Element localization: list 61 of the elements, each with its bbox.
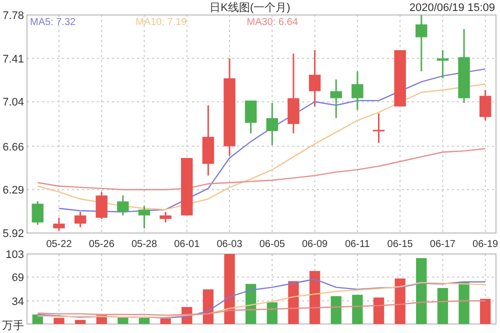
y-tick-label: 34 (12, 296, 24, 308)
x-tick-label: 06-11 (345, 239, 370, 250)
text: MA5: 7.32 (30, 17, 76, 28)
chart-subtitle: 2020/06/19 15:09 (409, 2, 495, 14)
y-tick-label: 5.92 (2, 228, 24, 240)
bar (309, 270, 320, 324)
text: MA10: 7.19 (136, 17, 188, 28)
candlestick (138, 205, 150, 230)
bar (74, 320, 86, 324)
candlestick (416, 14, 428, 72)
bar (330, 296, 342, 324)
y-tick-label: 7.04 (2, 96, 24, 109)
x-tick-label: 05-22 (46, 239, 72, 250)
candlestick (160, 211, 172, 224)
bar (266, 302, 278, 324)
candlestick (266, 102, 278, 146)
candlestick (32, 200, 44, 226)
candlestick (53, 217, 65, 232)
chart-title: 日K线图(一个月) (210, 1, 290, 14)
candlestick (74, 211, 86, 228)
bar (458, 282, 470, 324)
x-tick-label: 06-15 (387, 239, 414, 250)
bar (224, 254, 235, 324)
y-tick-label: 7.41 (2, 53, 24, 66)
y-tick-label: 103 (6, 249, 24, 261)
bar (202, 289, 214, 324)
y-axis-title: 万手 (2, 319, 24, 332)
x-tick-label: 06-17 (430, 239, 456, 250)
text: MA30: 6.64 (246, 17, 298, 28)
y-tick-label: 6.66 (2, 141, 24, 154)
bar (138, 318, 150, 324)
x-tick-label: 05-28 (131, 239, 158, 250)
bar (288, 281, 299, 324)
bar (373, 297, 384, 324)
candlestick (308, 49, 321, 108)
line-series (37, 84, 486, 210)
candlestick (330, 78, 342, 119)
candlestick (244, 100, 257, 134)
line-series (37, 300, 486, 316)
bar (480, 298, 491, 324)
x-tick-label: 06-19 (472, 239, 499, 250)
x-tick-label: 06-05 (259, 239, 286, 250)
candlestick (372, 112, 385, 144)
y-tick-label: 69 (12, 272, 24, 284)
bar (394, 278, 406, 324)
y-tick-label: 6.29 (2, 184, 24, 197)
candlestick (96, 191, 108, 220)
bar (352, 294, 363, 324)
line-series (37, 148, 486, 190)
bar (416, 258, 427, 324)
x-tick-label: 05-26 (88, 239, 115, 250)
bar (160, 318, 171, 324)
candlestick (352, 70, 364, 111)
x-tick-label: 06-01 (174, 239, 200, 250)
bar (54, 318, 64, 324)
y-tick-label: 7.78 (2, 10, 24, 22)
x-tick-label: 06-03 (216, 239, 243, 250)
bar (437, 288, 448, 324)
candlestick (117, 194, 129, 216)
x-tick-label: 06-09 (302, 239, 328, 250)
candlestick (479, 89, 492, 122)
